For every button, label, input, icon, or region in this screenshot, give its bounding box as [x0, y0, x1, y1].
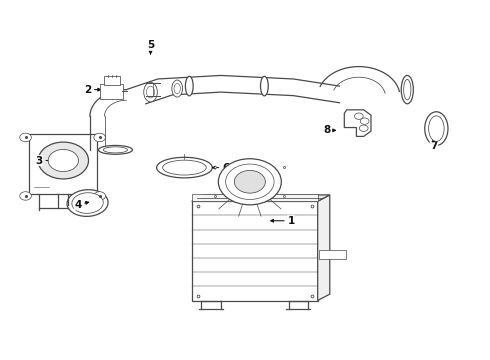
Ellipse shape	[72, 193, 103, 213]
Circle shape	[234, 170, 266, 193]
Ellipse shape	[147, 86, 155, 98]
Polygon shape	[318, 195, 330, 301]
Polygon shape	[192, 201, 318, 301]
Ellipse shape	[163, 160, 206, 175]
Circle shape	[38, 142, 89, 179]
Ellipse shape	[404, 79, 411, 100]
Polygon shape	[192, 195, 330, 201]
Text: 4: 4	[74, 200, 89, 210]
Ellipse shape	[261, 76, 268, 96]
Circle shape	[94, 133, 105, 142]
Ellipse shape	[103, 147, 127, 153]
Ellipse shape	[98, 145, 132, 154]
Ellipse shape	[401, 76, 414, 104]
FancyBboxPatch shape	[192, 194, 318, 201]
Text: 7: 7	[430, 138, 438, 151]
Circle shape	[219, 159, 281, 205]
FancyBboxPatch shape	[104, 76, 120, 85]
Polygon shape	[344, 110, 371, 136]
Ellipse shape	[67, 190, 108, 216]
Circle shape	[359, 125, 368, 131]
Text: 3: 3	[35, 156, 54, 166]
Text: 1: 1	[271, 216, 294, 226]
FancyBboxPatch shape	[319, 250, 346, 259]
Circle shape	[354, 113, 363, 120]
Ellipse shape	[185, 76, 193, 96]
Ellipse shape	[172, 80, 182, 97]
Circle shape	[20, 192, 31, 200]
Circle shape	[20, 133, 31, 142]
Circle shape	[360, 118, 369, 124]
Text: 8: 8	[324, 125, 336, 135]
FancyBboxPatch shape	[29, 134, 97, 194]
Text: 5: 5	[147, 40, 154, 54]
Ellipse shape	[157, 157, 212, 178]
Circle shape	[225, 164, 274, 199]
Circle shape	[48, 149, 78, 172]
Circle shape	[94, 192, 105, 200]
FancyBboxPatch shape	[100, 84, 123, 99]
Text: 2: 2	[84, 85, 100, 95]
Ellipse shape	[144, 82, 157, 102]
Text: 6: 6	[213, 163, 229, 172]
Ellipse shape	[425, 112, 448, 145]
Ellipse shape	[429, 116, 444, 141]
Ellipse shape	[174, 84, 180, 94]
